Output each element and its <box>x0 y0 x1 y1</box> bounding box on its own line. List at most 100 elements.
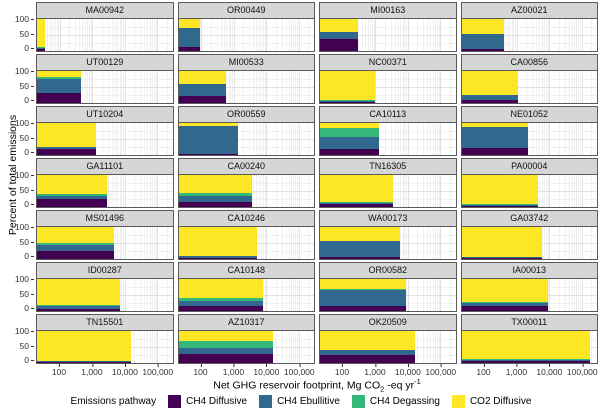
bar-segment-co2-diffusive <box>178 331 273 342</box>
facet-panel <box>177 227 315 260</box>
stacked-bar <box>37 331 131 363</box>
bar-segment-co2-diffusive <box>461 227 542 258</box>
gridline-horizontal <box>320 43 456 44</box>
bar-segment-co2-diffusive <box>178 175 253 193</box>
facet-panel <box>36 71 174 104</box>
facet-grid: MA00942 100 50 0 OR00449 MI00163 AZ00021 UT0012… <box>15 2 598 377</box>
bar-segment-ch4-degassing <box>37 77 81 80</box>
gridline-horizontal <box>178 35 314 36</box>
stacked-bar <box>178 227 258 259</box>
stacked-bar <box>37 227 115 259</box>
facet-title: OR00559 <box>177 106 315 123</box>
stacked-bar <box>461 227 542 259</box>
facet-MI00163: MI00163 <box>319 2 457 52</box>
gridline-horizontal <box>178 79 314 80</box>
bar-segment-ch4-ebullitive <box>37 48 45 50</box>
legend-item-ch4-degassing: CH4 Degassing <box>351 395 440 408</box>
x-tick-label: 100 <box>334 364 350 377</box>
facet-OR00582: OR00582 <box>319 262 457 312</box>
bar-segment-ch4-ebullitive <box>37 196 107 200</box>
bar-segment-ch4-ebullitive <box>461 360 590 362</box>
facet-panel <box>177 331 315 364</box>
bar-segment-ch4-ebullitive <box>178 83 227 96</box>
facet-title: CA10246 <box>177 210 315 227</box>
x-tick-label: 100,000 <box>425 364 457 377</box>
bar-segment-ch4-ebullitive <box>320 240 401 258</box>
bar-segment-ch4-diffusive <box>461 48 505 51</box>
x-axis-title: Net GHG reservoir footprint, Mg CO2 -eq … <box>36 377 598 394</box>
bar-segment-ch4-diffusive <box>320 355 416 363</box>
x-tick-label: 1,000 <box>222 364 245 377</box>
gridline-horizontal <box>320 139 456 140</box>
legend-item-ch4-ebullitive: CH4 Ebullitive <box>259 395 340 408</box>
bar-segment-ch4-degassing <box>461 302 549 303</box>
stacked-bar <box>37 175 107 207</box>
bar-segment-ch4-diffusive <box>320 257 401 259</box>
y-axis-ticks: 100 50 0 <box>6 14 34 53</box>
facet-panel <box>460 279 598 312</box>
bar-segment-ch4-ebullitive <box>461 95 518 101</box>
facet-MS01496: MS01496 100 50 0 <box>15 210 174 261</box>
stacked-bar <box>461 175 538 207</box>
bar-segment-ch4-diffusive <box>178 95 227 103</box>
bar-segment-ch4-degassing <box>37 243 115 245</box>
x-tick-label: 10,000 <box>394 364 421 377</box>
bar-segment-ch4-degassing <box>37 360 131 362</box>
stacked-bar <box>461 71 518 103</box>
bar-segment-co2-diffusive <box>37 279 121 306</box>
gridline-horizontal <box>320 35 456 36</box>
y-tick-label: 100 <box>6 326 34 336</box>
facet-title: CA10148 <box>177 262 315 279</box>
y-tick-label: 50 <box>6 29 34 39</box>
stacked-bar <box>320 175 393 207</box>
gridline-horizontal <box>37 139 173 140</box>
x-tick-label: 1,000 <box>505 364 528 377</box>
bar-segment-ch4-diffusive <box>461 206 538 207</box>
bar-segment-co2-diffusive <box>37 331 131 361</box>
bar-segment-ch4-degassing <box>178 298 263 301</box>
bar-segment-co2-diffusive <box>461 331 590 359</box>
facet-CA00240: CA00240 <box>177 158 315 208</box>
facet-title: CA00240 <box>177 158 315 175</box>
bar-segment-ch4-diffusive <box>320 306 406 311</box>
facet-PA00004: PA00004 <box>460 158 598 208</box>
x-axis-ticks: 100 1,000 10,000 100,000 <box>178 364 316 378</box>
bar-segment-ch4-diffusive <box>461 306 549 311</box>
bar-segment-ch4-diffusive <box>178 47 200 51</box>
legend-label: CH4 Diffusive <box>186 396 248 407</box>
bar-segment-co2-diffusive <box>320 71 376 100</box>
x-tick-label: 100,000 <box>283 364 315 377</box>
y-tick-label: 50 <box>6 289 34 299</box>
facet-panel <box>177 175 315 208</box>
gridline-horizontal <box>320 87 456 88</box>
facet-title: MI00163 <box>319 2 457 19</box>
bar-segment-ch4-ebullitive <box>461 205 538 207</box>
gridline-horizontal <box>37 27 173 28</box>
gridline-horizontal <box>461 147 597 148</box>
x-tick-label: 100 <box>51 364 67 377</box>
gridline-horizontal <box>320 95 456 96</box>
bar-segment-co2-diffusive <box>37 175 107 194</box>
stacked-bar <box>320 331 416 363</box>
bar-segment-co2-diffusive <box>320 227 401 241</box>
x-axis-ticks: 100 1,000 10,000 100,000 <box>36 364 174 378</box>
bar-segment-co2-diffusive <box>461 123 529 127</box>
facet-panel <box>36 279 174 312</box>
facet-NE01052: NE01052 <box>460 106 598 156</box>
facet-panel <box>460 71 598 104</box>
stacked-bar <box>178 175 253 207</box>
bar-segment-ch4-ebullitive <box>320 137 379 149</box>
bar-segment-ch4-ebullitive <box>320 350 416 356</box>
gridline-horizontal <box>178 131 314 132</box>
bar-segment-ch4-diffusive <box>461 361 590 363</box>
facet-title: CA00856 <box>460 54 598 71</box>
gridline-horizontal <box>461 79 597 80</box>
bar-segment-co2-diffusive <box>37 123 96 147</box>
bar-segment-ch4-diffusive <box>178 154 239 155</box>
bar-segment-ch4-ebullitive <box>461 257 542 259</box>
facet-OK20509: OK20509 100 1,000 10,000 100,000 <box>319 314 457 377</box>
x-axis-title-superscript: -1 <box>414 377 421 386</box>
facet-OR00559: OR00559 <box>177 106 315 156</box>
bar-segment-ch4-diffusive <box>37 250 115 259</box>
